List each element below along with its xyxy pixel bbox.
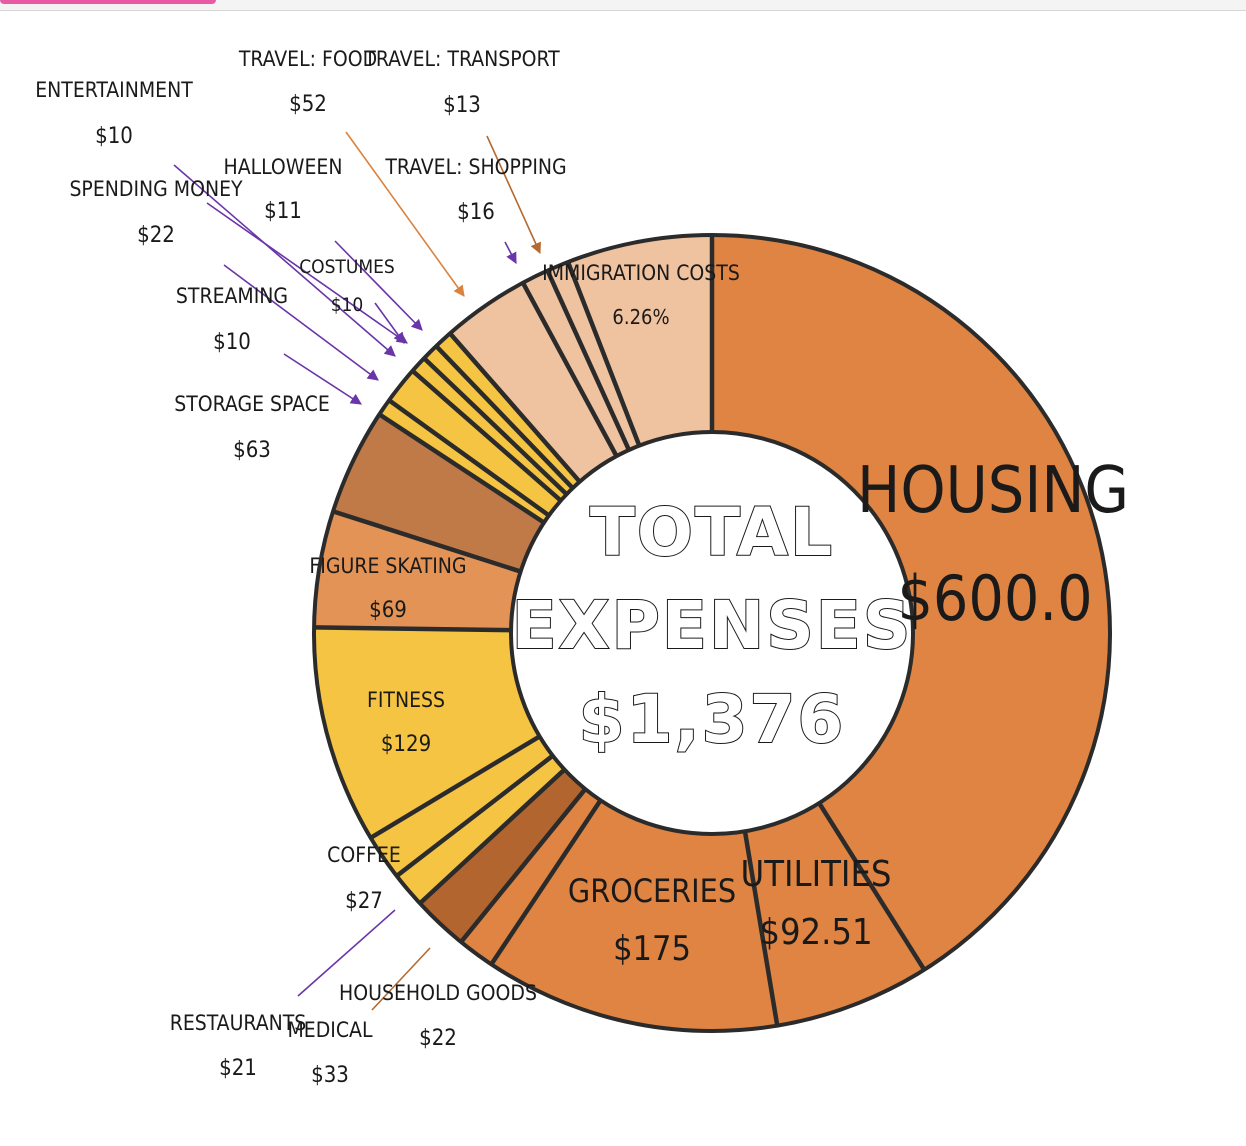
value-costumes: $10 [331, 294, 364, 316]
slice-divider [545, 269, 631, 451]
label-immigration-costs: IMMIGRATION COSTS [542, 261, 740, 285]
slice-divider [817, 801, 927, 971]
arrow-travel-transport [486, 135, 541, 255]
value-household-goods: $22 [419, 1026, 457, 1051]
center-label: TOTAL EXPENSES $1,376 [511, 493, 913, 759]
label-spending-money: SPENDING MONEY [69, 177, 243, 201]
slice-labels: HOUSING $600.0 UTILITIES $92.51 GROCERIES $17… [35, 47, 1129, 1088]
slice-divider [395, 753, 555, 878]
slice-divider [411, 369, 563, 503]
value-travel-transport: $13 [443, 93, 481, 118]
label-storage-space: STORAGE SPACE [174, 392, 330, 416]
label-medical: MEDICAL [288, 1018, 373, 1042]
value-immigration-costs: 6.26% [612, 305, 669, 329]
label-restaurants: RESTAURANTS [170, 1011, 307, 1035]
slice-divider [314, 625, 512, 633]
label-travel-shopping: TRAVEL: SHOPPING [384, 155, 566, 179]
slice-medical [419, 769, 586, 942]
slice-coffee [370, 736, 553, 876]
active-tab-indicator[interactable] [0, 0, 216, 4]
slice-spending-money [389, 370, 561, 516]
label-utilities: UTILITIES [741, 854, 892, 895]
slice-divider [520, 281, 619, 458]
slice-divider [422, 356, 569, 496]
slice-divider [434, 344, 575, 490]
value-storage-space: $63 [233, 438, 271, 463]
slice-immigration-costs [567, 235, 712, 446]
value-streaming: $10 [213, 330, 251, 355]
value-figure-skating: $69 [369, 598, 407, 623]
label-household-goods: HOUSEHOLD GOODS [339, 981, 537, 1005]
label-figure-skating: FIGURE SKATING [309, 554, 466, 578]
label-housing: HOUSING [857, 454, 1129, 528]
value-travel-food: $52 [289, 92, 327, 117]
arrow-halloween [334, 240, 423, 331]
slice-travel-transport [547, 261, 640, 450]
value-restaurants: $21 [219, 1056, 257, 1081]
slice-household-goods [461, 789, 601, 965]
slice-divider [332, 509, 522, 574]
slice-utilities [744, 803, 925, 1026]
slice-divider [565, 261, 642, 447]
slice-divider [459, 787, 588, 944]
label-arrows [173, 131, 541, 1011]
value-medical: $33 [311, 1063, 349, 1088]
label-halloween: HALLOWEEN [224, 155, 343, 179]
label-fitness: FITNESS [367, 688, 445, 712]
value-fitness: $129 [381, 732, 431, 757]
slice-entertainment [412, 358, 567, 501]
slice-travel-food [450, 282, 617, 482]
arrow-travel-food [345, 131, 465, 297]
label-groceries: GROCERIES [568, 872, 736, 910]
arrow-storage-space [283, 353, 362, 405]
label-streaming: STREAMING [176, 284, 288, 308]
slice-travel-shopping [522, 270, 629, 457]
arrow-costumes [374, 302, 405, 344]
label-entertainment: ENTERTAINMENT [35, 78, 193, 102]
slice-divider [489, 799, 603, 966]
value-entertainment: $10 [95, 124, 133, 149]
value-spending-money: $22 [137, 223, 175, 248]
slice-divider [418, 767, 567, 906]
arrow-spending-money [206, 202, 408, 344]
slice-streaming [379, 400, 549, 523]
slice-divider [378, 412, 546, 525]
slice-divider [742, 830, 780, 1026]
arrow-household-goods [371, 947, 431, 1011]
slice-divider [387, 398, 551, 518]
arrow-streaming [223, 264, 379, 381]
slice-storage-space [333, 414, 545, 572]
slice-halloween [436, 333, 580, 489]
label-travel-food: TRAVEL: FOOD [238, 47, 377, 71]
arrow-entertainment [173, 164, 396, 357]
value-groceries: $175 [613, 929, 691, 969]
label-travel-transport: TRAVEL: TRANSPORT [363, 47, 560, 71]
slice-divider [448, 331, 582, 484]
value-coffee: $27 [345, 889, 383, 914]
value-travel-shopping: $16 [457, 200, 495, 225]
value-utilities: $92.51 [759, 912, 872, 953]
donut-hole [509, 430, 915, 836]
slice-fitness [314, 627, 540, 838]
donut-outline [312, 233, 1112, 1033]
slice-costumes [424, 346, 573, 495]
center-line-total: TOTAL [590, 494, 834, 571]
slice-restaurants [396, 755, 565, 904]
arrow-restaurants [297, 909, 396, 997]
slice-divider [369, 734, 541, 840]
browser-top-bar [0, 0, 1246, 11]
value-halloween: $11 [264, 199, 302, 224]
center-line-expenses: EXPENSES [512, 587, 913, 664]
value-housing: $600.0 [897, 562, 1092, 635]
arrow-travel-shopping [504, 241, 517, 264]
center-line-amount: $1,376 [579, 681, 846, 758]
slice-figure-skating [314, 511, 521, 631]
label-coffee: COFFEE [327, 843, 401, 867]
label-costumes: COSTUMES [299, 256, 395, 278]
